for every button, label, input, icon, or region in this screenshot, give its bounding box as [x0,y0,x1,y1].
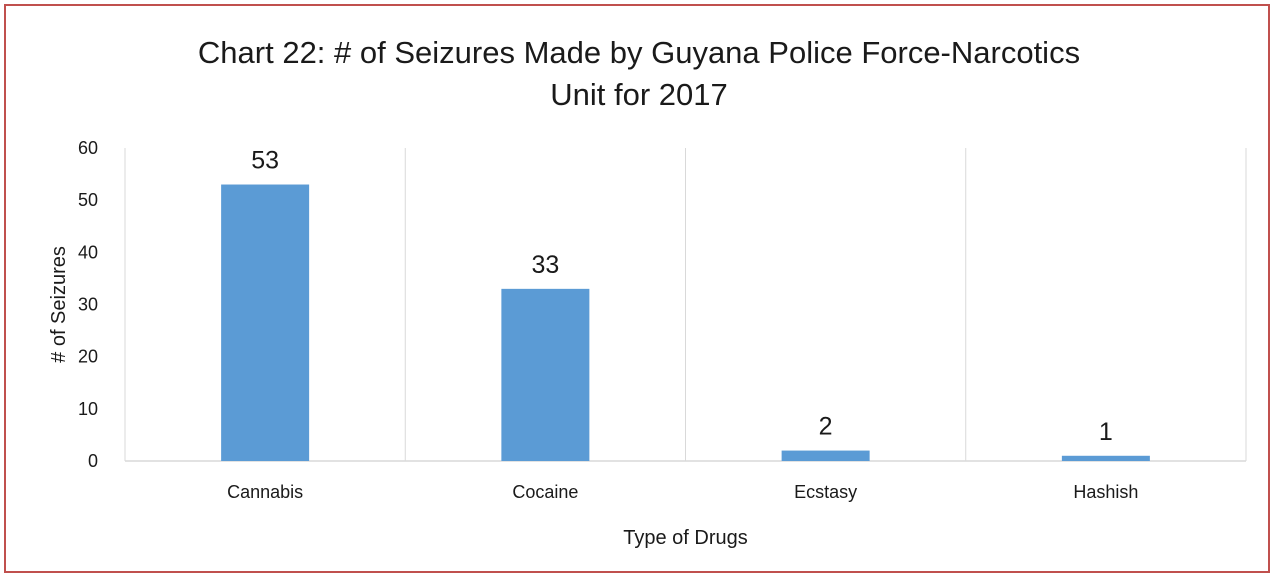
chart-title-line-2: Unit for 2017 [550,77,728,112]
y-axis-ticks: 0 10 20 30 40 50 60 [78,138,98,471]
x-tick-label-hashish: Hashish [1073,482,1138,502]
y-tick-label: 20 [78,347,98,367]
data-label-ecstasy: 2 [819,413,833,441]
y-tick-label: 30 [78,295,98,315]
y-tick-label: 40 [78,242,98,262]
x-tick-label-cocaine: Cocaine [512,482,578,502]
bar-cocaine [501,288,590,461]
y-tick-label: 50 [78,190,98,210]
bar-layer [221,184,1150,461]
x-tick-label-ecstasy: Ecstasy [794,482,857,502]
chart-title: Chart 22: # of Seizures Made by Guyana P… [6,32,1272,116]
y-axis-title: # of Seizures [48,246,70,363]
grid-layer [124,148,1247,462]
chart-plot: 53 33 2 1 0 10 20 30 40 50 60 Cannabis Cocaine Ecst… [48,138,1247,549]
bar-ecstasy [781,450,870,461]
x-axis-ticks: Cannabis Cocaine Ecstasy Hashish [227,482,1138,502]
data-label-cocaine: 33 [531,251,559,279]
bar-cannabis [221,184,310,461]
x-tick-label-cannabis: Cannabis [227,482,303,502]
data-label-hashish: 1 [1099,418,1113,446]
label-layer: 53 33 2 1 [251,147,1113,446]
data-label-cannabis: 53 [251,147,279,175]
x-axis-title: Type of Drugs [623,527,748,549]
y-tick-label: 60 [78,138,98,158]
y-tick-label: 10 [78,399,98,419]
chart-frame: Chart 22: # of Seizures Made by Guyana P… [4,4,1270,573]
y-tick-label: 0 [88,451,98,471]
bar-hashish [1061,455,1150,461]
chart-title-line-1: Chart 22: # of Seizures Made by Guyana P… [197,35,1081,70]
